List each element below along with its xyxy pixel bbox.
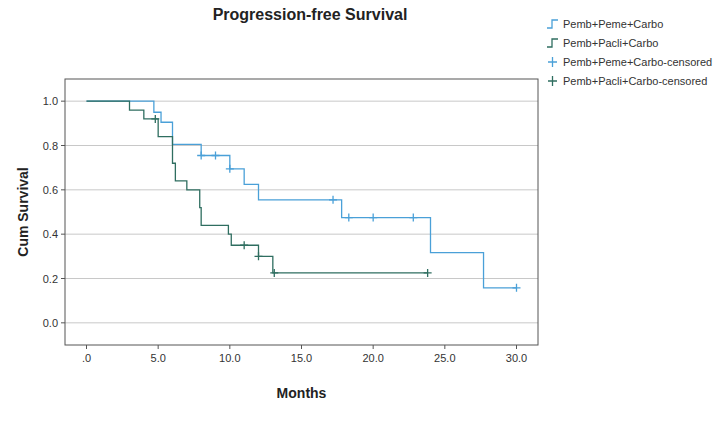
legend-swatch (548, 76, 557, 86)
legend-label: Pemb+Peme+Carbo (563, 18, 663, 30)
x-tick-label: 15.0 (291, 352, 312, 364)
censor-marker (240, 241, 248, 249)
censor-marker (424, 269, 432, 277)
y-tick-label: 1.0 (43, 95, 58, 107)
censor-marker (369, 214, 377, 222)
y-tick (61, 278, 65, 279)
grid-line (65, 145, 538, 146)
chart: Progression-free Survival 0.0 0.2 0.4 0.6 0.8… (0, 0, 716, 424)
x-tick (516, 345, 517, 349)
legend-swatch (547, 39, 558, 47)
censor-marker (212, 151, 220, 159)
legend-swatch (548, 57, 557, 67)
y-tick (61, 234, 65, 235)
x-axis-label: Months (277, 385, 327, 401)
x-tick (158, 345, 159, 349)
y-tick (61, 189, 65, 190)
plot-area (87, 101, 521, 292)
grid-line (65, 234, 538, 235)
title: Progression-free Survival (213, 6, 408, 23)
x-tick (444, 345, 445, 349)
censor-marker (329, 196, 337, 204)
legend-swatch (547, 20, 558, 28)
censor-marker (226, 165, 234, 173)
x-tick-label: .0 (82, 352, 91, 364)
y-tick (61, 101, 65, 102)
y-tick-label: 0.4 (43, 228, 58, 240)
grid-line (65, 278, 538, 279)
survival-line (87, 101, 428, 273)
censor-marker (513, 284, 521, 292)
x-tick-label: 25.0 (434, 352, 455, 364)
y-axis-label: Cum Survival (15, 167, 31, 256)
survival-line (87, 101, 517, 288)
x-tick (373, 345, 374, 349)
plot-frame (65, 79, 538, 345)
x-tick-label: 30.0 (506, 352, 527, 364)
y-tick (61, 145, 65, 146)
censor-marker (409, 214, 417, 222)
grid-line (65, 189, 538, 190)
legend-label: Pemb+Peme+Carbo-censored (563, 56, 712, 68)
x-tick-label: 5.0 (151, 352, 166, 364)
x-tick-label: 10.0 (219, 352, 240, 364)
grid-line (65, 322, 538, 323)
censor-marker (197, 151, 205, 159)
censor-marker (255, 252, 263, 260)
censor-marker (270, 269, 278, 277)
y-tick-label: 0.8 (43, 140, 58, 152)
censor-marker (151, 115, 159, 123)
censor-marker (345, 214, 353, 222)
legend-label: Pemb+Pacli+Carbo (563, 37, 658, 49)
y-tick-label: 0.2 (43, 273, 58, 285)
y-tick-label: 0.0 (43, 317, 58, 329)
y-tick (61, 322, 65, 323)
x-tick (301, 345, 302, 349)
y-tick-label: 0.6 (43, 184, 58, 196)
x-tick (229, 345, 230, 349)
x-tick (86, 345, 87, 349)
legend-label: Pemb+Pacli+Carbo-censored (563, 75, 707, 87)
x-tick-label: 20.0 (362, 352, 383, 364)
